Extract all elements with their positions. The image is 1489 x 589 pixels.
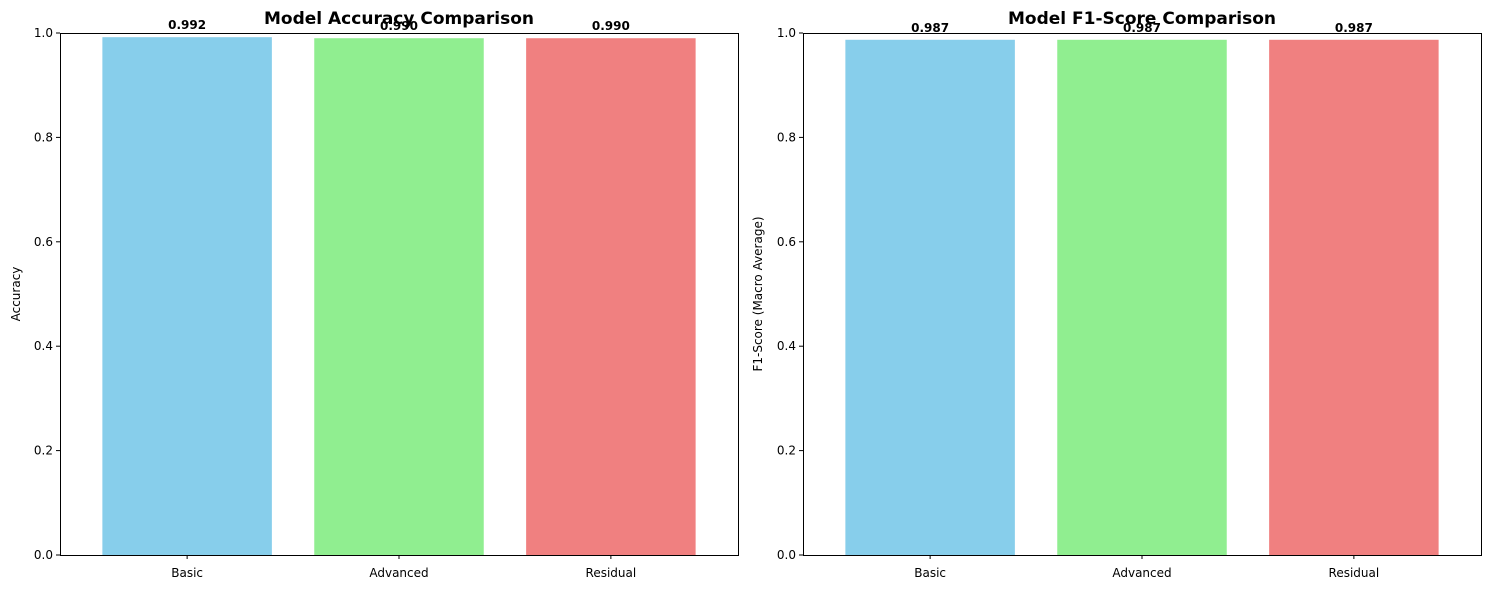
f1-score-chart: 0.987 0.987 0.987 0.0 0.2 0.4 0.6 0.8 1.0 Basic… — [751, 9, 1482, 580]
f1-score-y-tick-label: 1.0 — [777, 26, 796, 40]
f1-score-data-label-advanced: 0.987 — [1123, 21, 1161, 35]
accuracy-bar-residual — [526, 38, 696, 556]
f1-score-x-ticks: Basic Advanced Residual — [914, 555, 1379, 580]
f1-score-bar-advanced — [1057, 39, 1227, 555]
accuracy-bar-advanced — [314, 38, 484, 556]
f1-score-y-axis-label: F1-Score (Macro Average) — [751, 216, 765, 371]
f1-score-bars — [845, 39, 1439, 555]
accuracy-plot-frame — [60, 33, 739, 556]
f1-score-y-tick-label: 0.6 — [777, 235, 796, 249]
accuracy-y-tick-label: 0.4 — [34, 339, 53, 353]
f1-score-x-tick-label: Basic — [914, 566, 946, 580]
accuracy-data-label-basic: 0.992 — [168, 18, 206, 32]
accuracy-x-tick-label: Advanced — [369, 566, 428, 580]
f1-score-y-tick-label: 0.8 — [777, 130, 796, 144]
accuracy-chart: 0.992 0.990 0.990 0.0 0.2 0.4 0.6 0.8 1.0 Basic… — [9, 9, 739, 580]
accuracy-bar-basic — [102, 37, 272, 555]
accuracy-y-axis-label: Accuracy — [9, 267, 23, 322]
f1-score-x-tick-label: Residual — [1329, 566, 1380, 580]
f1-score-y-tick-label: 0.4 — [777, 339, 796, 353]
f1-score-plot-frame — [803, 33, 1482, 556]
accuracy-data-label-advanced: 0.990 — [380, 19, 418, 33]
accuracy-y-tick-label: 0.6 — [34, 235, 53, 249]
accuracy-y-tick-label: 0.8 — [34, 130, 53, 144]
accuracy-x-tick-label: Basic — [171, 566, 203, 580]
f1-score-chart-title: Model F1-Score Comparison — [1008, 9, 1276, 29]
accuracy-x-tick-label: Residual — [586, 566, 637, 580]
f1-score-x-tick-label: Advanced — [1112, 566, 1171, 580]
accuracy-data-label-residual: 0.990 — [592, 19, 630, 33]
accuracy-chart-title: Model Accuracy Comparison — [264, 9, 534, 29]
f1-score-data-labels: 0.987 0.987 0.987 — [911, 21, 1373, 35]
f1-score-data-label-basic: 0.987 — [911, 21, 949, 35]
f1-score-bar-residual — [1269, 39, 1439, 555]
f1-score-y-tick-label: 0.0 — [777, 548, 796, 562]
accuracy-bars — [102, 37, 696, 556]
accuracy-y-tick-label: 1.0 — [34, 26, 53, 40]
accuracy-y-tick-label: 0.0 — [34, 548, 53, 562]
f1-score-data-label-residual: 0.987 — [1335, 21, 1373, 35]
accuracy-y-tick-label: 0.2 — [34, 444, 53, 458]
accuracy-y-ticks: 0.0 0.2 0.4 0.6 0.8 1.0 — [34, 26, 60, 562]
f1-score-bar-basic — [845, 39, 1015, 555]
accuracy-data-labels: 0.992 0.990 0.990 — [168, 18, 630, 33]
accuracy-x-ticks: Basic Advanced Residual — [171, 555, 636, 580]
f1-score-y-tick-label: 0.2 — [777, 444, 796, 458]
f1-score-y-ticks: 0.0 0.2 0.4 0.6 0.8 1.0 — [777, 26, 803, 562]
